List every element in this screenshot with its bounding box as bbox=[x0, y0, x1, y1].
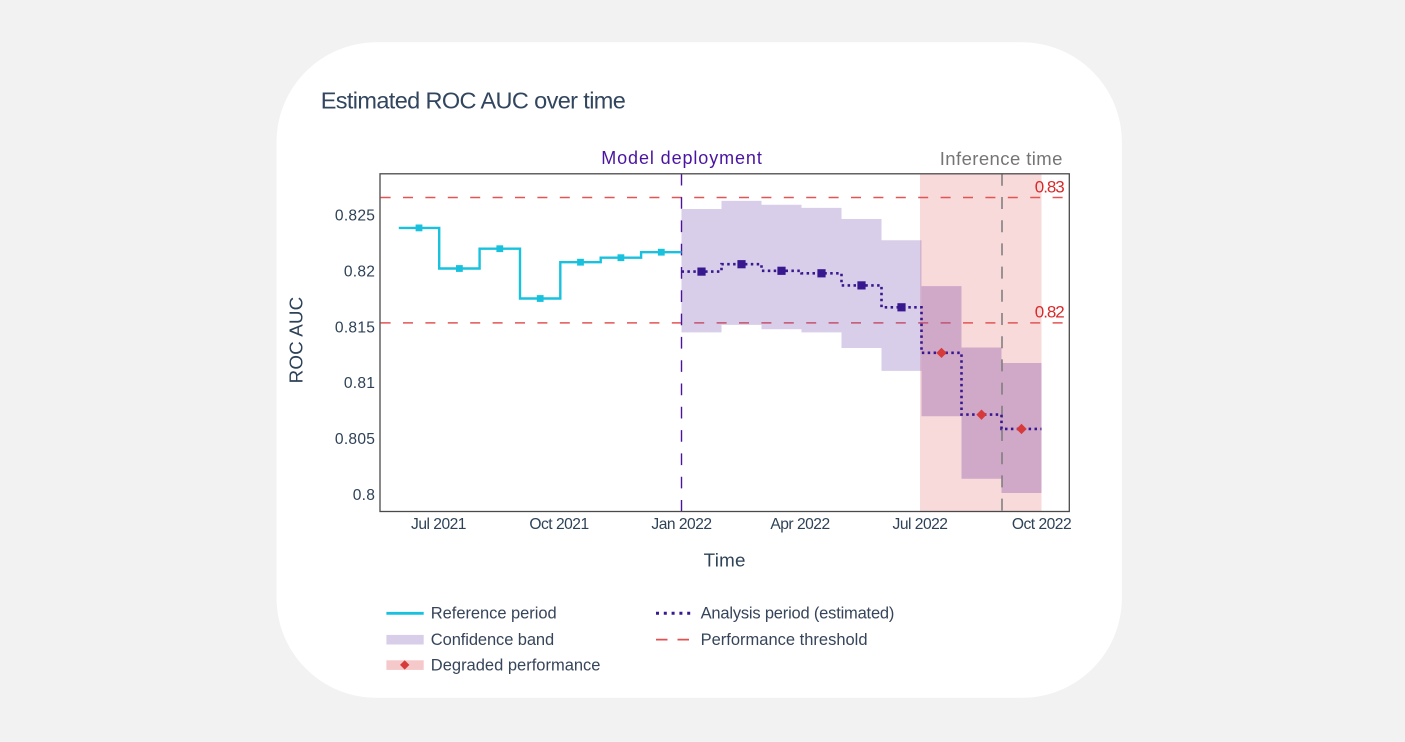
svg-text:Jul 2021: Jul 2021 bbox=[411, 516, 466, 533]
svg-text:Confidence band: Confidence band bbox=[431, 631, 554, 649]
svg-text:Apr 2022: Apr 2022 bbox=[770, 516, 829, 533]
svg-text:Performance threshold: Performance threshold bbox=[701, 631, 868, 649]
svg-text:0.805: 0.805 bbox=[335, 431, 375, 448]
svg-text:Analysis period (estimated): Analysis period (estimated) bbox=[701, 605, 895, 623]
svg-text:Inference time: Inference time bbox=[940, 148, 1063, 169]
svg-text:Reference period: Reference period bbox=[431, 605, 557, 623]
svg-text:0.82: 0.82 bbox=[1035, 303, 1064, 322]
svg-text:0.825: 0.825 bbox=[335, 208, 375, 225]
svg-text:Estimated ROC AUC over time: Estimated ROC AUC over time bbox=[321, 88, 626, 114]
svg-text:0.83: 0.83 bbox=[1035, 178, 1064, 197]
svg-text:Jan 2022: Jan 2022 bbox=[651, 516, 711, 533]
svg-text:Jul 2022: Jul 2022 bbox=[893, 516, 948, 533]
svg-text:0.81: 0.81 bbox=[344, 375, 375, 392]
svg-text:0.815: 0.815 bbox=[335, 319, 375, 336]
svg-text:Time: Time bbox=[704, 550, 746, 571]
svg-text:Degraded performance: Degraded performance bbox=[431, 656, 601, 674]
svg-text:Model deployment: Model deployment bbox=[601, 148, 763, 168]
svg-text:0.8: 0.8 bbox=[353, 487, 375, 504]
svg-text:ROC AUC: ROC AUC bbox=[286, 297, 307, 384]
svg-text:Oct 2021: Oct 2021 bbox=[529, 516, 588, 533]
svg-text:Oct 2022: Oct 2022 bbox=[1012, 516, 1071, 533]
svg-text:0.82: 0.82 bbox=[344, 263, 375, 280]
